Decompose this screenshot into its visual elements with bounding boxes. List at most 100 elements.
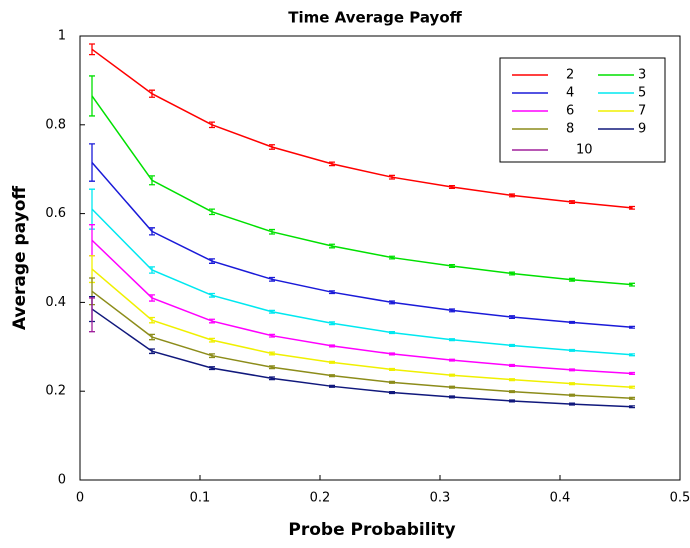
y-tick-label: 0 xyxy=(58,473,66,488)
error-bar xyxy=(629,396,635,400)
legend-label: 6 xyxy=(566,104,574,119)
y-tick-label: 0.6 xyxy=(45,206,66,221)
error-bar xyxy=(269,376,275,381)
error-bar xyxy=(569,402,575,406)
error-bar xyxy=(89,75,95,117)
error-bar xyxy=(209,208,215,216)
error-bar xyxy=(149,89,155,98)
error-bar xyxy=(569,348,575,352)
plot-frame xyxy=(79,35,681,481)
error-bar xyxy=(89,43,95,56)
error-bar xyxy=(509,271,515,276)
error-bar xyxy=(389,390,395,395)
error-bar xyxy=(149,227,155,236)
error-bar xyxy=(569,277,575,282)
error-bar xyxy=(569,200,575,205)
error-bar xyxy=(629,405,635,409)
error-bar xyxy=(509,363,515,367)
error-bar xyxy=(569,320,575,324)
error-bar xyxy=(389,367,395,371)
series-line xyxy=(91,268,633,388)
error-bar xyxy=(89,143,95,182)
legend-label: 4 xyxy=(566,86,574,101)
error-bar xyxy=(329,290,335,295)
error-bar xyxy=(389,352,395,356)
x-tick-label: 0.4 xyxy=(550,491,571,506)
error-bar xyxy=(509,315,515,320)
error-bar xyxy=(449,338,455,342)
error-bar xyxy=(389,380,395,384)
error-bar xyxy=(329,344,335,348)
error-bar xyxy=(209,292,215,298)
error-bar xyxy=(509,399,515,403)
error-bar xyxy=(89,297,95,333)
error-bar xyxy=(149,175,155,186)
series-line xyxy=(91,48,633,209)
error-bar xyxy=(449,395,455,399)
error-bar xyxy=(209,318,215,324)
error-bar xyxy=(629,325,635,329)
error-bar xyxy=(269,365,275,370)
series-line xyxy=(91,290,633,400)
error-bar xyxy=(329,161,335,167)
error-bar xyxy=(509,343,515,348)
error-bar xyxy=(329,384,335,388)
error-bar xyxy=(629,353,635,357)
error-bar xyxy=(629,371,635,375)
error-bar xyxy=(269,333,275,338)
error-bar xyxy=(269,228,275,235)
error-bar xyxy=(629,282,635,287)
x-tick-label: 0.1 xyxy=(190,491,211,506)
error-bar xyxy=(209,258,215,264)
y-tick-label: 1 xyxy=(58,29,66,44)
legend-label: 8 xyxy=(566,122,574,137)
error-bar xyxy=(629,385,635,389)
error-bar xyxy=(269,144,275,150)
error-bar xyxy=(449,358,455,362)
x-tick-label: 0.5 xyxy=(670,491,690,506)
error-bar xyxy=(509,390,515,394)
error-bar xyxy=(449,184,455,189)
error-bar xyxy=(149,348,155,355)
error-bar xyxy=(269,276,275,282)
legend-label: 7 xyxy=(638,104,646,119)
error-bar xyxy=(569,393,575,397)
legend-label: 10 xyxy=(576,143,593,158)
series-line xyxy=(91,239,633,375)
series-line xyxy=(91,308,633,408)
error-bar xyxy=(209,121,215,129)
y-tick-label: 0.2 xyxy=(45,384,66,399)
series-line xyxy=(91,208,633,356)
error-bar xyxy=(449,373,455,377)
legend-label: 5 xyxy=(638,86,646,101)
error-bar xyxy=(389,300,395,305)
error-bar xyxy=(329,374,335,378)
x-tick-label: 0 xyxy=(76,491,84,506)
x-tick-label: 0.3 xyxy=(430,491,451,506)
error-bar xyxy=(209,366,215,371)
error-bar xyxy=(329,360,335,364)
error-bar xyxy=(449,385,455,389)
error-bar xyxy=(389,174,395,180)
error-bar xyxy=(329,321,335,326)
error-bar xyxy=(569,368,575,372)
legend-label: 9 xyxy=(638,122,646,137)
y-axis-label: Average payoff xyxy=(10,186,30,331)
error-bar xyxy=(569,382,575,386)
error-bar xyxy=(509,378,515,382)
chart-title: Time Average Payoff xyxy=(288,9,462,27)
error-bar xyxy=(149,316,155,324)
error-bar xyxy=(149,294,155,302)
error-bar xyxy=(269,309,275,314)
error-bar xyxy=(629,205,635,210)
y-tick-label: 0.8 xyxy=(45,117,66,132)
y-tick-label: 0.4 xyxy=(45,295,66,310)
error-bar xyxy=(269,351,275,356)
error-bar xyxy=(149,333,155,341)
error-bar xyxy=(389,255,395,260)
error-bar xyxy=(329,243,335,249)
error-bar xyxy=(209,353,215,359)
error-bar xyxy=(509,193,515,198)
series-line xyxy=(91,162,633,329)
